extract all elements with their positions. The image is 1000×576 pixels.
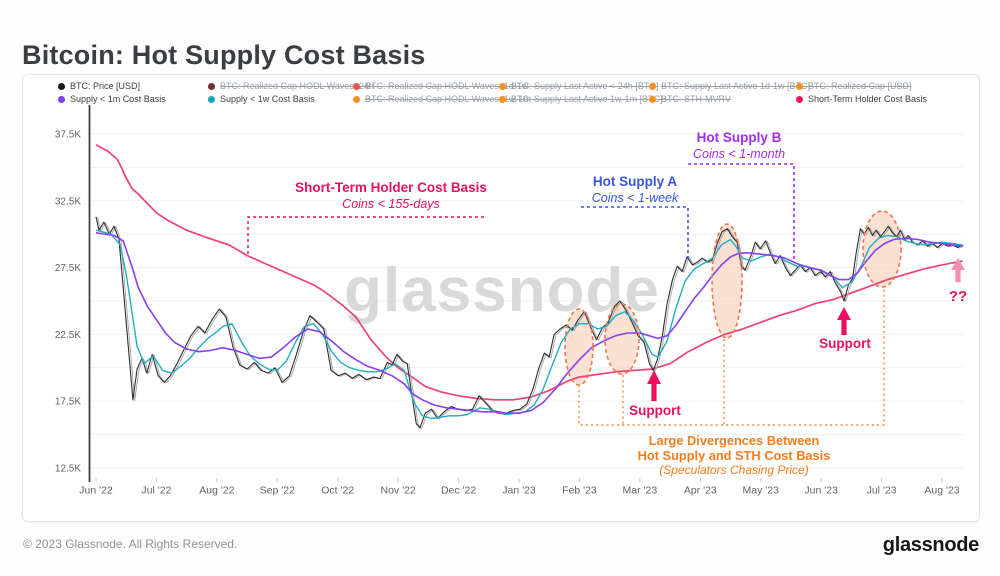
sth-annotation-title: Short-Term Holder Cost Basis — [295, 180, 487, 195]
legend-dot-icon — [796, 82, 803, 90]
divergence-highlight-border — [862, 210, 902, 288]
legend-item[interactable]: BTC: Realized Cap HODL Waves: 1d-1w — [353, 81, 528, 91]
y-tick-label: 12.5K — [55, 463, 81, 474]
x-tick-label: May '23 — [743, 485, 780, 497]
footer-copyright: © 2023 Glassnode. All Rights Reserved. — [23, 537, 238, 551]
legend-label: BTC: Supply Last Active 1d-1w [BTC] — [661, 81, 811, 91]
legend-item[interactable]: BTC: Realized Cap [USD] — [796, 81, 912, 91]
legend-item[interactable]: BTC: Realized Cap HODL Waves: 1w-1m — [353, 94, 531, 104]
hot-supply-b-bracket — [688, 163, 795, 262]
x-tick-label: Apr '23 — [684, 485, 717, 497]
glassnode-watermark: glassnode — [344, 256, 660, 325]
x-tick-label: Sep '22 — [260, 485, 295, 497]
legend-item[interactable]: Supply < 1m Cost Basis — [58, 94, 166, 104]
legend-dot-icon — [499, 95, 506, 103]
chart-svg[interactable]: 12.5K 17.5K 22.5K 27.5K 32.5K 37.5K Jun '22 Jul… — [23, 75, 979, 521]
legend-dot-icon — [499, 82, 506, 90]
x-tick-label: Dec '22 — [441, 485, 476, 497]
x-tick-label: Oct '22 — [321, 485, 354, 497]
legend-dot-icon — [58, 82, 65, 90]
legend-label: BTC: Supply Last Active 1w-1m [BTC] — [511, 94, 663, 104]
legend-label: Supply < 1w Cost Basis — [220, 94, 315, 104]
divergence-text: Large Divergences Between — [649, 433, 820, 448]
chart-card: BTC: Price [USD] BTC: Realized Cap HODL W… — [22, 74, 980, 522]
divergence-subtext: (Speculators Chasing Price) — [659, 463, 808, 477]
legend-dot-icon — [796, 95, 803, 103]
support-label: Support — [629, 403, 681, 418]
question-arrow-icon-shaft — [955, 269, 961, 282]
legend-dot-icon — [58, 95, 65, 103]
page-title: Bitcoin: Hot Supply Cost Basis — [22, 40, 426, 71]
legend-label: BTC: Supply Last Active < 24h [BTC] — [511, 81, 659, 91]
x-tick-label: Nov '22 — [381, 485, 416, 497]
legend-dot-icon — [208, 95, 215, 103]
legend-label: Supply < 1m Cost Basis — [70, 94, 166, 104]
series-btc-price-shadow — [97, 217, 965, 429]
support-arrow-icon-shaft — [841, 319, 847, 335]
legend-item[interactable]: Short-Term Holder Cost Basis — [796, 94, 927, 104]
legend-item[interactable]: BTC: Supply Last Active 1d-1w [BTC] — [649, 81, 810, 91]
x-tick-label: Aug '23 — [924, 485, 959, 497]
series-supply-1m-cost-basis — [95, 232, 963, 415]
support-arrow-icon-shaft — [651, 383, 657, 401]
divergence-text: Hot Supply and STH Cost Basis — [638, 448, 831, 463]
x-tick-label: Aug '22 — [199, 485, 234, 497]
y-tick-label: 17.5K — [55, 397, 81, 408]
y-tick-label: 32.5K — [55, 196, 81, 207]
series-sth-cost-basis — [95, 143, 963, 401]
glassnode-logo: glassnode — [882, 534, 980, 556]
legend-dot-icon — [208, 82, 215, 90]
x-tick-label: Jun '22 — [79, 485, 113, 497]
hot-supply-b-subtitle: Coins < 1-month — [693, 147, 785, 161]
support-arrow-icon-head — [647, 370, 661, 384]
x-tick-label: Jun '23 — [804, 485, 838, 497]
y-tick-label: 27.5K — [55, 263, 81, 274]
sth-bracket — [247, 216, 486, 254]
y-tick-label: 22.5K — [55, 330, 81, 341]
legend-dot-icon — [353, 95, 360, 103]
legend-label: BTC: Realized Cap HODL Waves: 24h — [220, 81, 374, 91]
hot-supply-a-title: Hot Supply A — [593, 174, 677, 189]
divergence-bracket — [578, 289, 885, 426]
legend-item[interactable]: BTC: Supply Last Active < 24h [BTC] — [499, 81, 658, 91]
legend-item[interactable]: Supply < 1w Cost Basis — [208, 94, 315, 104]
legend-dot-icon — [353, 82, 360, 90]
legend-item[interactable]: BTC: Price [USD] — [58, 81, 140, 91]
question-label: ?? — [949, 288, 967, 305]
support-arrow-icon-head — [837, 307, 851, 320]
sth-annotation-subtitle: Coins < 155-days — [342, 197, 440, 211]
support-label: Support — [819, 336, 871, 351]
legend-label: BTC: Realized Cap HODL Waves: 1d-1w — [365, 81, 529, 91]
legend-label: BTC: Price [USD] — [70, 81, 141, 91]
divergence-highlight-border — [711, 223, 743, 339]
x-tick-label: Jul '23 — [867, 485, 897, 497]
x-tick-label: Feb '23 — [562, 485, 597, 497]
divergence-highlight-border — [604, 303, 640, 375]
legend: BTC: Price [USD] BTC: Realized Cap HODL W… — [23, 75, 979, 109]
legend-label: BTC: Realized Cap HODL Waves: 1w-1m — [365, 94, 531, 104]
divergence-highlight — [712, 224, 742, 338]
series-btc-price — [95, 216, 963, 429]
question-arrow-icon-head — [951, 258, 965, 270]
x-tick-label: Jan '23 — [502, 485, 536, 497]
legend-label: Short-Term Holder Cost Basis — [808, 94, 928, 104]
legend-label: BTC: STH-MVRV — [661, 94, 731, 104]
legend-item[interactable]: BTC: Realized Cap HODL Waves: 24h — [208, 81, 374, 91]
legend-dot-icon — [649, 95, 656, 103]
legend-item[interactable]: BTC: STH-MVRV — [649, 94, 731, 104]
divergence-highlight — [605, 304, 639, 374]
legend-item[interactable]: BTC: Supply Last Active 1w-1m [BTC] — [499, 94, 663, 104]
x-tick-label: Mar '23 — [623, 485, 658, 497]
y-tick-label: 37.5K — [55, 130, 81, 141]
legend-dot-icon — [649, 82, 656, 90]
legend-label: BTC: Realized Cap [USD] — [808, 81, 912, 91]
hot-supply-a-subtitle: Coins < 1-week — [592, 191, 679, 205]
hot-supply-b-title: Hot Supply B — [697, 130, 782, 145]
x-tick-label: Jul '22 — [141, 485, 171, 497]
